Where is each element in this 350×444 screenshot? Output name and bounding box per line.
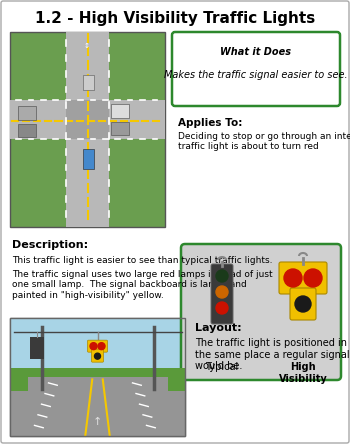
FancyBboxPatch shape (181, 244, 341, 380)
Bar (111, 104, 130, 118)
Text: The traffic light is positioned in
the same place a regular signal
would be.: The traffic light is positioned in the s… (195, 338, 350, 371)
Circle shape (304, 269, 322, 287)
Bar (10, 377, 185, 436)
Bar (10, 318, 185, 436)
Circle shape (90, 343, 97, 350)
Bar (10, 368, 185, 384)
Bar (83, 75, 94, 91)
Circle shape (216, 302, 228, 314)
Text: The traffic signal uses two large red lamps instead of just
one small lamp.  The: The traffic signal uses two large red la… (12, 270, 273, 300)
Text: Makes the traffic signal easier to see.: Makes the traffic signal easier to see. (164, 70, 348, 80)
Text: 1.2 - High Visibility Traffic Lights: 1.2 - High Visibility Traffic Lights (35, 11, 315, 25)
Bar (66, 32, 109, 227)
Bar (10, 318, 185, 436)
Text: ↕: ↕ (84, 43, 90, 49)
Bar (83, 149, 94, 169)
Bar (168, 377, 185, 391)
Circle shape (284, 269, 302, 287)
FancyBboxPatch shape (279, 262, 327, 294)
FancyBboxPatch shape (211, 264, 233, 324)
Bar (10, 318, 185, 379)
FancyBboxPatch shape (88, 340, 107, 352)
Bar (10, 100, 165, 139)
Bar (66, 100, 109, 139)
Text: This traffic light is easier to see than typical traffic lights.: This traffic light is easier to see than… (12, 256, 273, 265)
Circle shape (98, 343, 105, 350)
Text: Layout:: Layout: (195, 323, 241, 333)
Bar (10, 377, 28, 391)
Text: Description:: Description: (12, 240, 88, 250)
FancyBboxPatch shape (10, 32, 165, 227)
Bar (18, 106, 36, 120)
Circle shape (216, 286, 228, 298)
Text: ↑: ↑ (93, 417, 102, 427)
FancyBboxPatch shape (91, 349, 104, 362)
Text: Applies To:: Applies To: (178, 118, 242, 128)
Circle shape (295, 296, 311, 312)
Bar (111, 122, 130, 135)
Text: High
Visibility: High Visibility (279, 362, 327, 384)
Text: Deciding to stop or go through an intersection when the
traffic light is about t: Deciding to stop or go through an inters… (178, 132, 350, 151)
FancyBboxPatch shape (290, 288, 316, 320)
Circle shape (216, 270, 228, 282)
Text: What it Does: What it Does (220, 47, 292, 57)
Bar (29, 337, 43, 359)
Bar (18, 123, 36, 137)
Text: Typical: Typical (205, 362, 239, 372)
FancyBboxPatch shape (172, 32, 340, 106)
Circle shape (94, 353, 100, 359)
